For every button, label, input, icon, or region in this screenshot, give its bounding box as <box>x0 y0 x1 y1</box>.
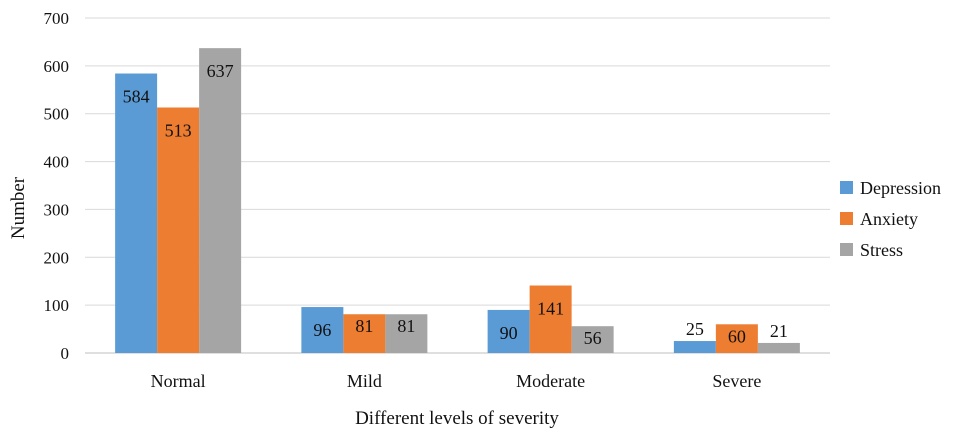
x-category-label: Normal <box>151 371 206 391</box>
x-category-label: Severe <box>712 371 761 391</box>
y-tick-label: 300 <box>44 200 70 219</box>
bar-stress-normal <box>199 48 242 354</box>
data-label: 60 <box>728 326 746 346</box>
data-label: 513 <box>165 120 192 140</box>
bars <box>115 48 800 354</box>
bar-stress-moderate <box>571 326 614 353</box>
bar-stress-severe <box>757 342 800 353</box>
y-tick-label: 600 <box>44 57 70 76</box>
data-label: 141 <box>537 299 564 319</box>
legend-label-depression: Depression <box>860 178 941 198</box>
data-label: 81 <box>397 316 415 336</box>
data-label: 25 <box>686 319 704 339</box>
y-tick-label: 100 <box>44 296 70 315</box>
data-label: 90 <box>500 323 518 343</box>
legend: Depression Anxiety Stress <box>840 178 941 260</box>
bar-depression-normal <box>115 73 158 353</box>
data-label: 56 <box>584 328 602 348</box>
y-tick-label: 500 <box>44 105 70 124</box>
legend-swatch-anxiety <box>840 212 853 225</box>
x-category-label: Mild <box>347 371 382 391</box>
bar-depression-moderate <box>487 309 530 353</box>
y-tick-label: 400 <box>44 153 70 172</box>
legend-label-anxiety: Anxiety <box>860 209 918 229</box>
legend-swatch-depression <box>840 181 853 194</box>
y-tick-label: 200 <box>44 248 70 267</box>
x-axis-title: Different levels of severity <box>355 408 559 429</box>
legend-swatch-stress <box>840 243 853 256</box>
y-axis-ticks: 0 100 200 300 400 500 600 700 <box>44 9 70 363</box>
x-category-label: Moderate <box>516 371 585 391</box>
data-label: 21 <box>770 321 788 341</box>
legend-label-stress: Stress <box>860 240 903 260</box>
bar-depression-mild <box>301 307 344 353</box>
y-tick-label: 0 <box>61 344 70 363</box>
data-label: 96 <box>313 320 331 340</box>
y-axis-title: Number <box>8 176 29 239</box>
bar-anxiety-mild <box>343 314 386 353</box>
bar-depression-severe <box>673 341 716 353</box>
bar-anxiety-moderate <box>529 285 572 353</box>
y-tick-label: 700 <box>44 9 70 28</box>
bar-stress-mild <box>385 314 428 353</box>
data-labels: 584 513 637 96 81 81 90 141 56 25 60 21 <box>123 61 788 348</box>
x-axis-categories: Normal Mild Moderate Severe <box>151 371 762 391</box>
data-label: 81 <box>355 316 373 336</box>
data-label: 584 <box>123 87 150 107</box>
data-label: 637 <box>207 61 234 81</box>
bar-anxiety-normal <box>157 107 200 353</box>
bar-anxiety-severe <box>715 324 758 353</box>
